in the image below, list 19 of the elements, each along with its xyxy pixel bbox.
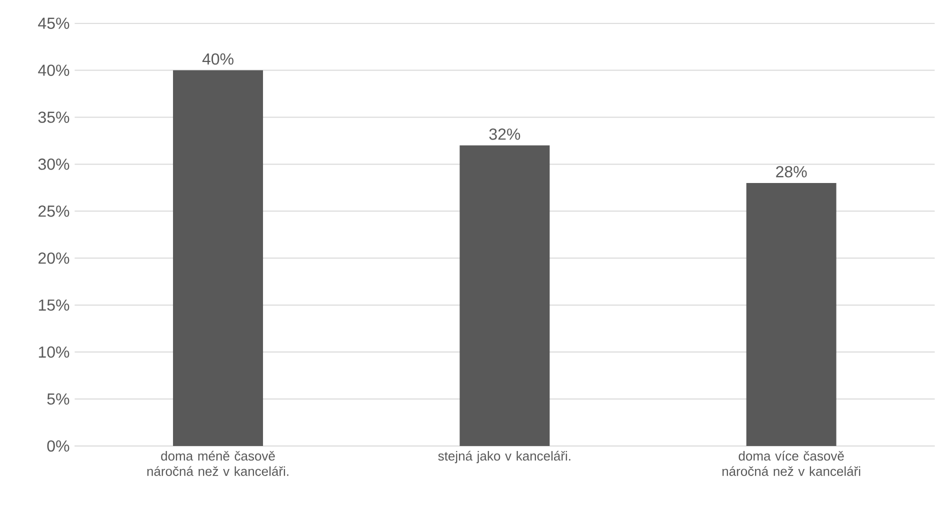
y-tick-label: 25% bbox=[38, 206, 70, 217]
y-tick-label: 45% bbox=[38, 18, 70, 29]
x-tick-label: stejná jako v kanceláři. bbox=[438, 450, 570, 464]
data-label: 28% bbox=[776, 166, 807, 178]
x-tick-label: doma méně časově náročná než v kanceláři. bbox=[147, 450, 288, 476]
y-tick-label: 0% bbox=[47, 440, 70, 452]
x-tick-label: doma více časově náročná než v kanceláři bbox=[722, 450, 860, 476]
y-tick-label: 15% bbox=[38, 299, 70, 311]
y-tick-label: 40% bbox=[38, 64, 70, 76]
y-tick-label: 30% bbox=[38, 158, 70, 170]
data-label: 32% bbox=[489, 128, 520, 140]
y-tick-label: 5% bbox=[47, 393, 70, 405]
y-tick-label: 10% bbox=[38, 346, 70, 358]
bar bbox=[460, 145, 550, 446]
y-tick-label: 20% bbox=[38, 252, 70, 264]
bar bbox=[746, 182, 836, 446]
bar bbox=[173, 70, 264, 446]
y-tick-label: 35% bbox=[38, 112, 70, 123]
data-label: 40% bbox=[202, 53, 234, 65]
